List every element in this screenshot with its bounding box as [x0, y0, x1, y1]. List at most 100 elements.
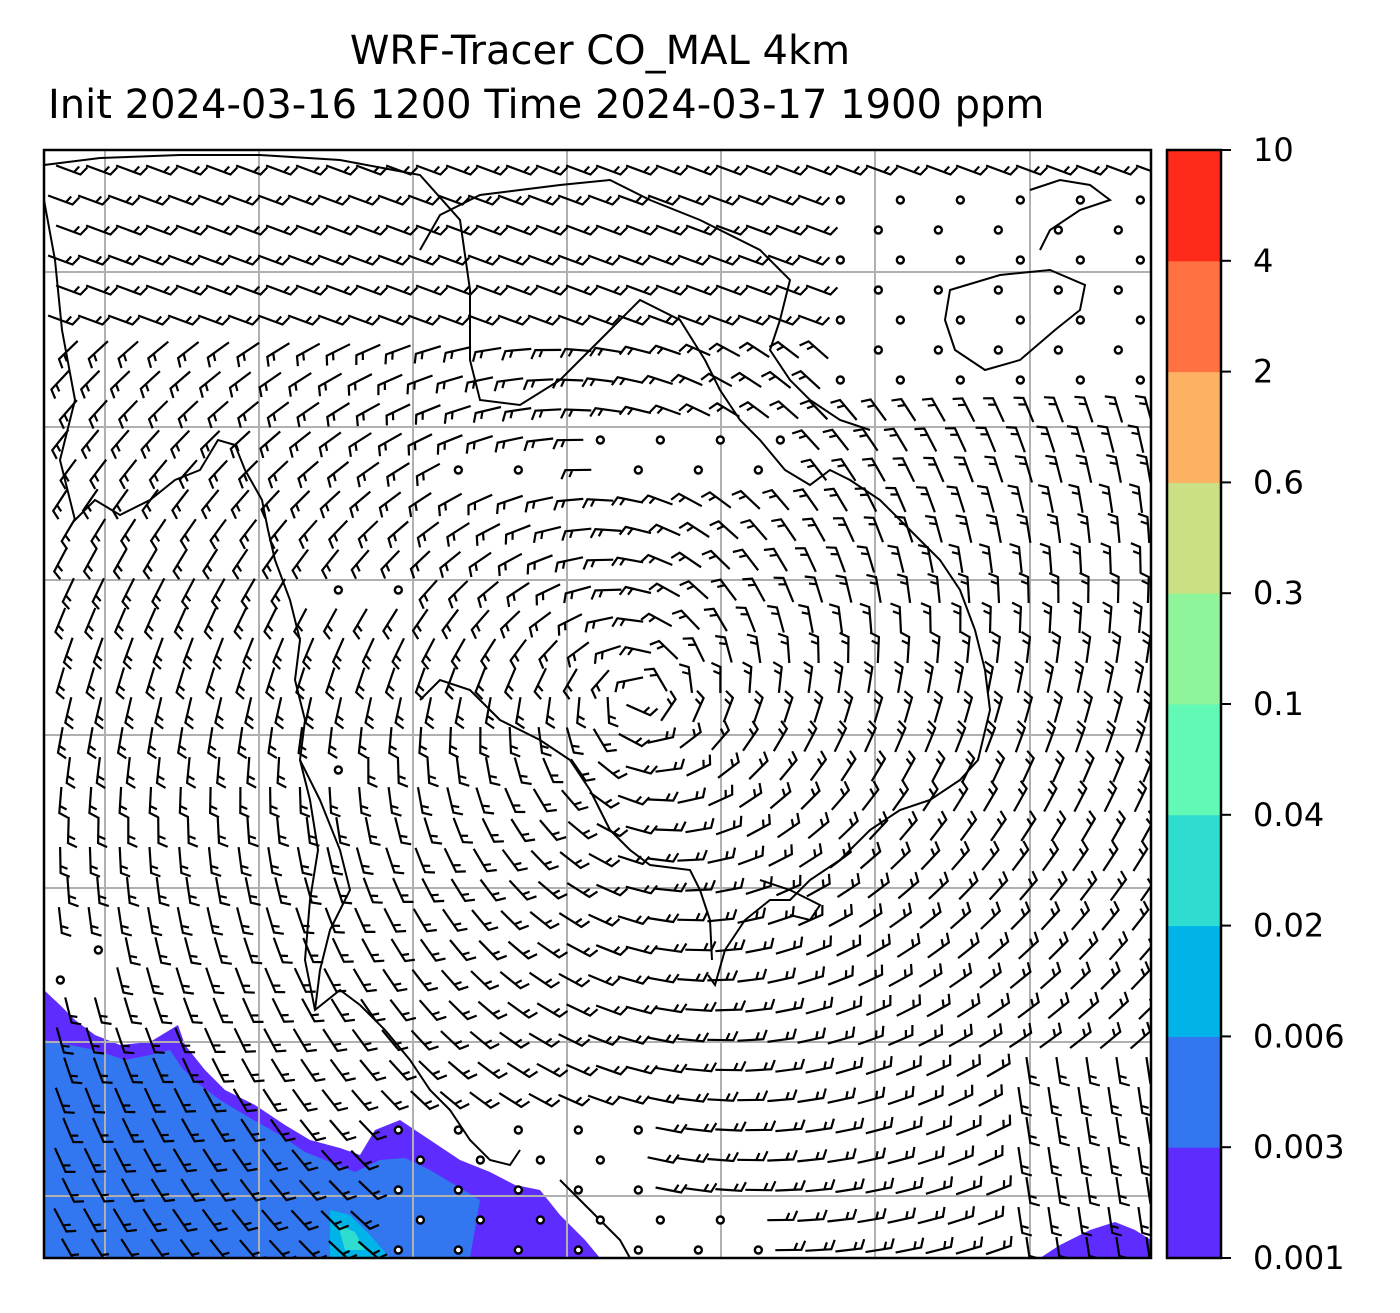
wind-barb	[77, 314, 111, 326]
wind-barb	[377, 194, 411, 206]
wind-barb	[301, 998, 325, 1023]
wind-barb	[354, 667, 366, 700]
wind-barb	[178, 786, 190, 819]
wind-barb	[861, 457, 886, 482]
wind-barb	[530, 849, 559, 871]
wind-barb	[1037, 484, 1055, 513]
wind-barb	[231, 548, 249, 580]
wind-barb	[295, 667, 306, 700]
wind-barb	[840, 750, 857, 782]
wind-barb	[1137, 1146, 1151, 1177]
wind-barb	[708, 401, 740, 418]
calm-circle	[715, 435, 726, 445]
wind-barb	[385, 284, 419, 296]
wind-barb	[896, 933, 921, 958]
wind-barb	[536, 1002, 569, 1019]
wind-barb	[59, 846, 71, 878]
wind-barb	[896, 994, 922, 1017]
wind-barb	[730, 371, 762, 389]
wind-barb	[617, 314, 651, 326]
wind-barb	[125, 876, 140, 908]
wind-barb	[1044, 720, 1057, 753]
wind-barb	[288, 372, 312, 397]
wind-barb	[565, 164, 599, 176]
wind-barb	[423, 817, 443, 845]
wind-barb	[1016, 513, 1032, 543]
wind-barb	[768, 340, 800, 359]
wind-barb	[618, 585, 652, 596]
wind-barb	[528, 1092, 561, 1108]
wind-barb	[292, 607, 308, 640]
wind-barb	[610, 375, 644, 386]
wind-barb	[443, 404, 472, 424]
wind-barb	[773, 576, 795, 603]
wind-barb	[1085, 1056, 1101, 1087]
wind-barb	[209, 518, 227, 550]
wind-barb	[649, 639, 679, 660]
wind-barb	[445, 284, 479, 296]
wind-barb	[954, 720, 967, 753]
wind-barb	[79, 369, 101, 399]
wind-barb	[1077, 1206, 1093, 1237]
wind-barb	[1102, 840, 1119, 872]
wind-barb	[954, 660, 965, 694]
wind-barb	[508, 726, 521, 758]
wind-barb	[442, 346, 472, 363]
wind-barb	[320, 549, 340, 580]
wind-barb	[258, 371, 282, 398]
calm-circle	[715, 1215, 726, 1225]
wind-barb	[1074, 395, 1094, 423]
wind-barb	[499, 970, 530, 990]
wind-barb	[1070, 542, 1083, 574]
wind-barb	[798, 603, 814, 634]
wind-barb	[707, 314, 741, 326]
wind-barb	[84, 1087, 106, 1114]
wind-barb	[707, 847, 737, 864]
wind-barb	[77, 254, 111, 266]
wind-barb	[985, 513, 1002, 544]
wind-barb	[891, 780, 910, 812]
wind-barb	[922, 780, 939, 812]
wind-barb	[797, 194, 831, 206]
wind-barb	[54, 607, 67, 640]
wind-barb	[946, 485, 966, 513]
wind-barb	[62, 1117, 84, 1144]
wind-barb	[317, 314, 351, 326]
wind-barb	[677, 971, 709, 983]
wind-barb	[234, 967, 255, 994]
wind-barb	[917, 1085, 944, 1106]
wind-barb	[203, 607, 217, 640]
wind-barb	[198, 370, 222, 398]
wind-barb	[477, 1000, 508, 1020]
wind-barb	[205, 284, 239, 296]
wind-barb	[1100, 542, 1112, 574]
colorbar-band	[1167, 260, 1221, 373]
wind-barb	[737, 1029, 768, 1042]
wind-barb	[445, 164, 479, 176]
wind-barb	[146, 727, 158, 760]
wind-barb	[239, 519, 258, 550]
wind-barb	[1051, 631, 1062, 664]
wind-barb	[325, 284, 359, 296]
wind-barb	[928, 871, 950, 900]
wind-barb	[1077, 513, 1091, 544]
wind-barb	[944, 427, 967, 453]
wind-barb	[803, 661, 814, 694]
wind-barb	[895, 1116, 923, 1135]
wind-barb	[557, 254, 591, 266]
wind-barb	[617, 254, 651, 266]
wind-barb	[542, 757, 564, 784]
wind-barb	[1039, 542, 1053, 574]
wind-barb	[212, 637, 225, 670]
wind-barb	[157, 816, 169, 848]
wind-barb	[1017, 1146, 1033, 1177]
wind-barb	[1143, 690, 1151, 723]
colorbar-band	[1167, 1147, 1221, 1259]
wind-barb	[385, 847, 405, 875]
wind-barb	[618, 405, 652, 416]
wind-barb	[1101, 900, 1120, 931]
wind-barb	[145, 224, 179, 236]
wind-barb	[303, 877, 322, 906]
wind-barb	[467, 254, 501, 266]
wind-barb	[357, 726, 368, 759]
